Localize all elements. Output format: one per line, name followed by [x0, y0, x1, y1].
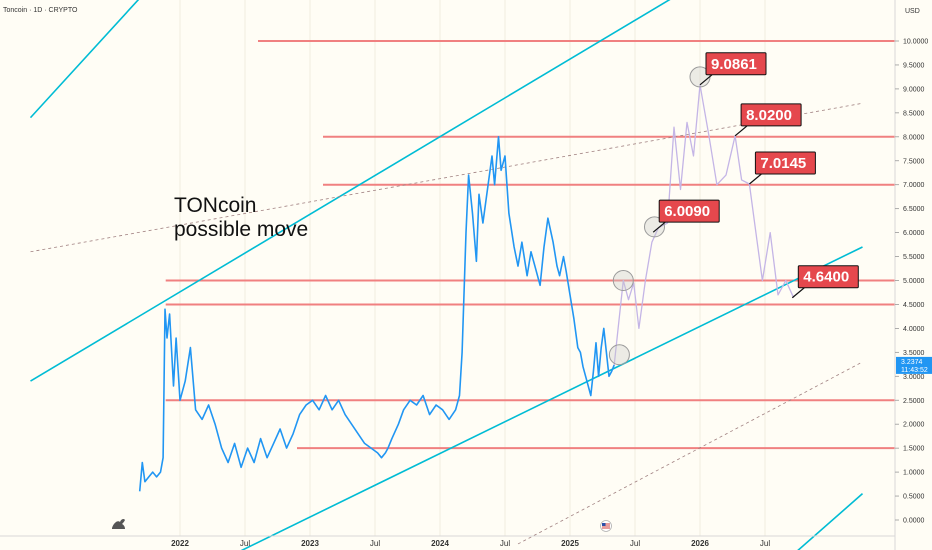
channel-line-3	[797, 493, 864, 550]
x-tick-label-0: 2022	[171, 539, 189, 548]
symbol-info[interactable]: Toncoin · 1D · CRYPTO	[3, 7, 78, 14]
x-tick-label-8: 2026	[691, 539, 709, 548]
y-tick-label-9: 4.5000	[903, 302, 925, 309]
y-tick-label-20: 10.0000	[903, 39, 928, 46]
currency-label[interactable]: USD	[905, 8, 920, 15]
current-price-value: 3.2374	[901, 359, 923, 366]
target-pointer-0	[699, 74, 713, 86]
y-tick-label-4: 2.0000	[903, 422, 925, 429]
series-layer	[138, 84, 795, 492]
y-tick-label-16: 8.0000	[903, 134, 925, 141]
target-pointer-3	[652, 221, 666, 233]
channel-line-2	[240, 246, 863, 550]
y-axis-ticks: 0.0000 0.5000 1.0000 1.5000 2.0000 2.5000 3.00…	[895, 39, 928, 525]
annotation-line-2: possible move	[174, 218, 308, 241]
y-tick-label-19: 9.5000	[903, 62, 925, 69]
channel-line-4	[30, 102, 863, 253]
channel-line-1	[30, 0, 671, 382]
x-tick-label-3: Jul	[370, 539, 380, 548]
target-label-bg-0	[705, 52, 767, 76]
target-label-bg-1	[740, 103, 802, 127]
target-label-bg-4	[797, 265, 859, 289]
target-label-bg-3	[658, 199, 720, 223]
target-label-4: 4.6400	[803, 269, 849, 286]
y-tick-label-6: 3.0000	[903, 374, 925, 381]
series-line-projection	[613, 84, 795, 365]
y-tick-label-3: 1.5000	[903, 446, 925, 453]
y-tick-label-11: 5.5000	[903, 254, 925, 261]
x-tick-label-1: Jul	[240, 539, 250, 548]
y-tick-label-8: 4.0000	[903, 326, 925, 333]
price-scale[interactable]	[896, 0, 932, 536]
y-tick-label-18: 9.0000	[903, 86, 925, 93]
current-price-tag: 3.2374 11:43:52	[896, 356, 932, 374]
annotation-line-1: TONcoin	[174, 194, 256, 217]
target-pointer-4	[791, 287, 805, 299]
target-pointer-1	[734, 125, 748, 137]
plot-area[interactable]	[0, 0, 895, 536]
target-label-bg-2	[754, 151, 816, 175]
target-label-2: 7.0145	[760, 155, 806, 172]
y-tick-label-10: 5.0000	[903, 278, 925, 285]
x-axis-ticks: 2022 Jul 2023 Jul 2024 Jul 2025 Jul 2026 Jul	[171, 539, 770, 548]
channel-lines-layer	[29, 0, 864, 550]
channel-line-5	[517, 361, 863, 545]
grid-layer	[179, 0, 766, 536]
y-tick-label-14: 7.0000	[903, 182, 925, 189]
y-tick-label-7: 3.5000	[903, 350, 925, 357]
y-tick-label-2: 1.0000	[903, 470, 925, 477]
channel-line-0	[29, 0, 140, 119]
horizontal-levels-layer	[165, 40, 895, 450]
target-label-3: 6.0090	[664, 203, 710, 220]
y-tick-label-13: 6.5000	[903, 206, 925, 213]
marker-circle-0	[608, 344, 630, 366]
target-label-1: 8.0200	[746, 107, 792, 124]
x-tick-label-5: Jul	[500, 539, 510, 548]
x-tick-label-7: Jul	[630, 539, 640, 548]
target-pointer-2	[749, 173, 762, 185]
price-tag-bg	[896, 356, 932, 374]
y-tick-label-5: 2.5000	[903, 398, 925, 405]
x-tick-label-4: 2024	[431, 539, 449, 548]
logo-icon	[112, 518, 125, 529]
current-price-countdown: 11:43:52	[901, 367, 928, 374]
target-labels-layer: 9.0861 8.0200 7.0145 6.0090 4.6400	[652, 52, 859, 299]
y-tick-label-17: 8.5000	[903, 110, 925, 117]
y-tick-label-1: 0.5000	[903, 494, 925, 501]
target-label-0: 9.0861	[711, 56, 757, 73]
flag-icon[interactable]	[600, 520, 612, 532]
series-line-price	[138, 136, 615, 492]
x-tick-label-9: Jul	[760, 539, 770, 548]
y-tick-label-0: 0.0000	[903, 518, 925, 525]
x-tick-label-2: 2023	[301, 539, 319, 548]
y-tick-label-15: 7.5000	[903, 158, 925, 165]
marker-circle-1	[612, 270, 634, 291]
x-tick-label-6: 2025	[561, 539, 579, 548]
y-tick-label-12: 6.0000	[903, 230, 925, 237]
